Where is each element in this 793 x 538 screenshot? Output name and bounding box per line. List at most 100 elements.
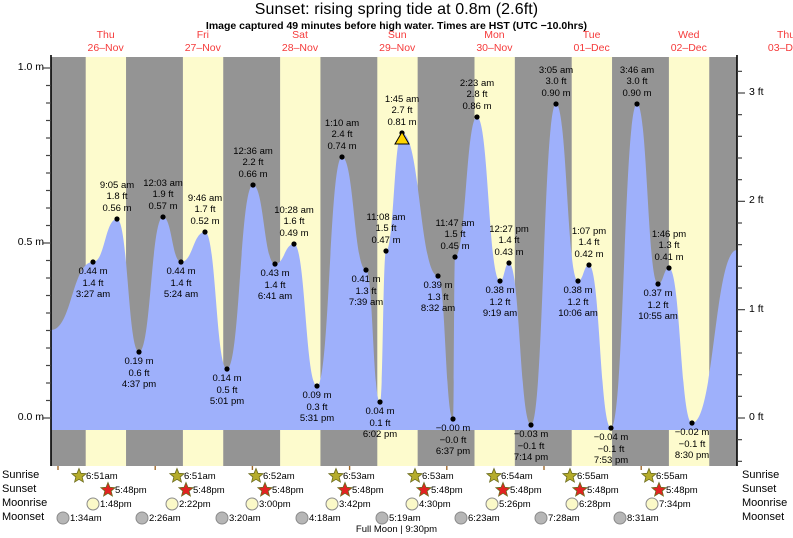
sunrise-star-icon-6 [561, 467, 579, 483]
date-header-5: Tue 01–Dec [544, 29, 640, 54]
page-subtitle: Image captured 49 minutes before high wa… [205, 20, 588, 32]
sunset-star-icon-3 [336, 481, 354, 497]
tide-extreme-label-10: 0.09 m 0.3 ft 5:31 pm [299, 390, 335, 424]
y-axis-left-tick-1: 0.5 m [17, 236, 44, 248]
moonset-circle-icon-4 [375, 511, 389, 525]
moonrise-time-6: 6:28pm [579, 499, 611, 510]
tide-extreme-label-7: 12:36 am 2.2 ft 0.66 m [233, 145, 273, 180]
day-date: 01–Dec [573, 41, 610, 54]
tide-extreme-label-30: −0.02 m −0.1 ft 8:30 pm [674, 427, 710, 461]
sunset-star-icon-6 [571, 481, 589, 497]
moon-phase-label: Full Moon | 9:30pm [355, 524, 438, 535]
day-of-week: Tue [582, 29, 601, 41]
event-row-label-right-3: Moonset [742, 511, 785, 523]
sunset-time-3: 5:48pm [352, 485, 384, 496]
tide-extreme-label-23: 3:05 am 3.0 ft 0.90 m [538, 64, 574, 99]
moonrise-circle-icon-0 [86, 497, 100, 511]
tide-extreme-label-21: 12:27 pm 1.4 ft 0.43 m [489, 223, 529, 258]
day-date: 03–Dec [767, 41, 793, 54]
tide-extreme-label-14: 0.04 m 0.1 ft 6:02 pm [362, 406, 398, 440]
sunrise-star-icon-2 [247, 467, 265, 483]
tide-extreme-label-26: −0.04 m −0.1 ft 7:53 pm [593, 432, 629, 466]
moonset-circle-icon-5 [454, 511, 468, 525]
day-of-week: Mon [484, 29, 505, 41]
moonrise-circle-icon-3 [325, 497, 339, 511]
tide-extreme-label-15: 1:45 am 2.7 ft 0.81 m [384, 93, 420, 128]
date-header-3: Sun 29–Nov [349, 29, 445, 54]
sunset-star-icon-5 [494, 481, 512, 497]
tide-extreme-label-11: 1:10 am 2.4 ft 0.74 m [324, 117, 360, 152]
sunrise-time-4: 6:53am [422, 471, 454, 482]
day-date: 02–Dec [670, 41, 707, 54]
tide-extreme-label-28: 0.37 m 1.2 ft 10:55 am [638, 288, 678, 322]
moonrise-circle-icon-7 [645, 497, 659, 511]
sunset-time-5: 5:48pm [510, 485, 542, 496]
sunrise-star-icon-4 [406, 467, 424, 483]
sunrise-time-1: 6:51am [184, 471, 216, 482]
day-of-week: Sun [387, 29, 407, 41]
day-of-week: Wed [678, 29, 700, 41]
moonrise-time-1: 2:22pm [179, 499, 211, 510]
moonrise-time-3: 3:42pm [339, 499, 371, 510]
date-header-4: Mon 30–Nov [446, 29, 542, 54]
event-row-label-left-2: Moonrise [2, 497, 48, 509]
moonset-time-4: 5:19am [389, 513, 421, 524]
sunset-time-7: 5:48pm [666, 485, 698, 496]
day-date: 26–Nov [87, 41, 124, 54]
day-date: 29–Nov [379, 41, 416, 54]
sunset-time-6: 5:48pm [587, 485, 619, 496]
sunset-star-icon-1 [177, 481, 195, 497]
day-of-week: Sat [292, 29, 308, 41]
tide-extreme-label-4: 0.44 m 1.4 ft 5:24 am [163, 266, 199, 300]
day-date: 27–Nov [184, 41, 221, 54]
sunset-time-4: 5:48pm [431, 485, 463, 496]
moonset-circle-icon-1 [135, 511, 149, 525]
sunset-star-icon-4 [415, 481, 433, 497]
tide-extreme-label-3: 12:03 am 1.9 ft 0.57 m [143, 177, 183, 212]
sunset-time-1: 5:48pm [193, 485, 225, 496]
moonset-time-3: 4:18am [309, 513, 341, 524]
event-row-label-left-1: Sunset [2, 483, 37, 495]
y-axis-right-tick-3: 0 ft [749, 411, 764, 423]
sunset-star-icon-7 [650, 481, 668, 497]
tide-extreme-label-5: 9:46 am 1.7 ft 0.52 m [187, 192, 223, 227]
sunrise-star-icon-1 [168, 467, 186, 483]
sunrise-time-5: 6:54am [501, 471, 533, 482]
y-axis-right-tick-2: 1 ft [749, 302, 764, 315]
day-date: 30–Nov [476, 41, 513, 54]
tide-extreme-label-0: 0.44 m 1.4 ft 3:27 am [75, 266, 111, 300]
day-of-week: Thu [96, 29, 115, 41]
date-header-0: Thu 26–Nov [58, 29, 154, 54]
event-row-label-right-0: Sunrise [742, 469, 780, 481]
moonset-time-5: 6:23am [468, 513, 500, 524]
sunrise-time-6: 6:55am [577, 471, 609, 482]
tide-extreme-label-16: 0.39 m 1.3 ft 8:32 am [420, 280, 456, 314]
sunrise-time-3: 6:53am [343, 471, 375, 482]
tide-extreme-label-24: 0.38 m 1.2 ft 10:06 am [558, 285, 598, 319]
tide-extreme-label-12: 0.41 m 1.3 ft 7:39 am [348, 274, 384, 308]
day-of-week: Fri [196, 29, 209, 41]
y-axis-left-tick-0: 1.0 m [17, 61, 44, 73]
y-axis-right-tick-1: 2 ft [749, 194, 764, 207]
moonset-time-1: 2:26am [149, 513, 181, 524]
moonrise-time-0: 1:48pm [100, 499, 132, 510]
moonrise-circle-icon-1 [165, 497, 179, 511]
event-row-label-left-0: Sunrise [2, 469, 40, 481]
sunrise-star-icon-5 [485, 467, 503, 483]
sunrise-time-7: 6:55am [656, 471, 688, 482]
y-axis-left-tick-2: 0.0 m [17, 411, 44, 423]
tide-extreme-label-17: 11:47 am 1.5 ft 0.45 m [435, 217, 475, 252]
event-row-label-right-1: Sunset [742, 483, 777, 495]
page-title: Sunset: rising spring tide at 0.8m (2.6f… [254, 1, 539, 18]
sunrise-star-icon-3 [327, 467, 345, 483]
tide-extreme-label-9: 10:28 am 1.6 ft 0.49 m [274, 204, 314, 239]
tide-extreme-label-29: 1:46 pm 1.3 ft 0.41 m [651, 228, 687, 263]
sunrise-star-icon-0 [70, 467, 88, 483]
sunrise-time-2: 6:52am [263, 471, 295, 482]
tide-extreme-label-2: 0.19 m 0.6 ft 4:37 pm [121, 356, 157, 390]
sunset-star-icon-2 [256, 481, 274, 497]
tide-extreme-label-18: −0.00 m −0.0 ft 6:37 pm [435, 423, 471, 457]
date-header-2: Sat 28–Nov [252, 29, 348, 54]
